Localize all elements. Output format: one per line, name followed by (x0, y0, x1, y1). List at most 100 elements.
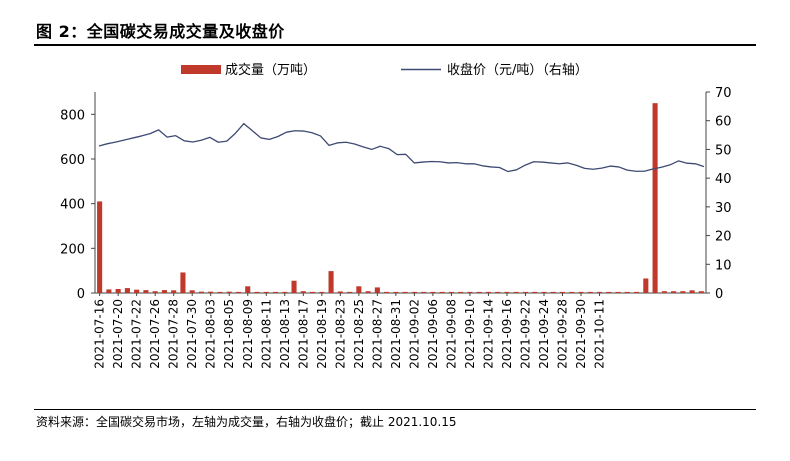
x-tick-label: 2021-09-24 (537, 299, 551, 369)
volume-bar (328, 271, 334, 293)
volume-bar (587, 291, 593, 293)
x-tick-label: 2021-09-06 (426, 299, 440, 369)
volume-bar (384, 291, 390, 293)
volume-bar (254, 291, 260, 293)
price-line-path (98, 122, 705, 173)
x-tick-label: 2021-07-22 (130, 299, 144, 369)
volume-bar (485, 291, 491, 293)
y-right-tick-label: 10 (715, 258, 732, 273)
volume-bar (198, 291, 205, 293)
x-tick-label: 2021-09-08 (444, 299, 458, 369)
x-tick-label: 2021-09-22 (518, 299, 532, 369)
volume-bar (671, 291, 677, 293)
volume-bar (143, 290, 149, 293)
x-tick-label: 2021-09-10 (463, 299, 477, 369)
volume-bar (124, 288, 130, 293)
title-rule (34, 44, 756, 46)
volume-bar (217, 291, 223, 293)
volume-bar (282, 291, 288, 293)
volume-bars (97, 103, 704, 293)
y-left-tick-label: 400 (60, 198, 85, 213)
figure-title: 图 2：全国碳交易成交量及收盘价 (36, 22, 285, 41)
volume-bar (698, 291, 704, 293)
legend-bar-label: 成交量（万吨） (225, 62, 316, 78)
volume-bar (365, 291, 371, 293)
price-line (98, 122, 705, 173)
volume-bar (476, 291, 482, 293)
y-right-tick-label: 0 (715, 287, 723, 302)
legend-bar-swatch (181, 65, 221, 74)
volume-bar (504, 291, 510, 293)
volume-bar (134, 289, 140, 293)
volume-bar (402, 291, 408, 293)
volume-bar (374, 287, 380, 293)
x-tick-label: 2021-07-28 (167, 299, 181, 369)
volume-bar (97, 201, 103, 293)
volume-bar (689, 290, 695, 293)
volume-bar (606, 291, 612, 293)
volume-bar (532, 291, 538, 293)
y-right-tick-label: 40 (715, 172, 732, 187)
x-tick-label: 2021-09-02 (407, 299, 421, 369)
volume-bar (448, 291, 454, 293)
y-right-tick-label: 50 (715, 143, 732, 158)
volume-bar (439, 291, 445, 293)
volume-bar (522, 291, 529, 293)
x-tick-label: 2021-07-30 (185, 299, 199, 369)
x-tick-label: 2021-08-17 (296, 299, 310, 369)
volume-bar (643, 278, 649, 293)
y-left-tick-label: 600 (60, 153, 85, 168)
volume-bar (550, 291, 556, 293)
volume-bar (615, 291, 621, 293)
x-tick-label: 2021-07-16 (93, 299, 107, 369)
x-tick-label: 2021-08-13 (278, 299, 292, 369)
volume-bar (291, 280, 297, 293)
volume-bar (356, 286, 362, 293)
volume-bar (680, 291, 686, 293)
volume-bar (300, 291, 306, 293)
x-tick-label: 2021-09-30 (574, 299, 588, 369)
volume-bar (171, 290, 177, 293)
volume-bar (559, 291, 566, 293)
volume-bar (106, 289, 112, 293)
x-tick-label: 2021-08-11 (259, 299, 273, 369)
y-right-tick-label: 20 (715, 230, 732, 245)
volume-bar (634, 291, 640, 293)
x-tick-label: 2021-08-27 (370, 299, 384, 369)
x-tick-label: 2021-08-03 (204, 299, 218, 369)
legend-line-label: 收盘价（元/吨）（右轴） (447, 62, 588, 78)
volume-bar (596, 291, 603, 293)
volume-bar (661, 291, 667, 293)
x-tick-label: 2021-10-11 (593, 299, 607, 369)
volume-bar (467, 291, 473, 293)
volume-bar (541, 291, 547, 293)
y-left-tick-label: 200 (60, 242, 85, 257)
y-left-tick-label: 0 (77, 287, 85, 302)
volume-bar (152, 291, 158, 293)
volume-bar (180, 272, 186, 293)
source-rule (34, 409, 756, 410)
x-tick-label: 2021-08-19 (315, 299, 329, 369)
volume-bar (421, 291, 427, 293)
x-tick-label: 2021-09-14 (481, 299, 495, 369)
y-right-tick-label: 60 (715, 115, 732, 130)
volume-bar (208, 291, 214, 293)
volume-bar (235, 291, 242, 293)
volume-bar (430, 291, 436, 293)
volume-bar (310, 291, 316, 293)
volume-bar (263, 291, 269, 293)
volume-bar (411, 291, 417, 293)
volume-bar (652, 103, 658, 293)
y-right-tick-label: 70 (715, 86, 732, 101)
volume-bar (115, 288, 121, 293)
volume-bar (245, 286, 251, 293)
volume-bar (189, 290, 195, 293)
volume-bar (393, 291, 399, 293)
x-tick-label: 2021-08-31 (389, 299, 403, 369)
x-tick-labels: 2021-07-16 2021-07-20 2021-07-22 2021-07-26… (93, 293, 607, 369)
x-tick-label: 2021-07-26 (148, 299, 162, 369)
source-note: 资料来源：全国碳交易市场，左轴为成交量，右轴为收盘价；截止 2021.10.15 (36, 415, 457, 429)
x-tick-label: 2021-07-20 (111, 299, 125, 369)
x-tick-label: 2021-08-05 (222, 299, 236, 369)
axes: 0 200 400 600 800 0 10 20 30 40 50 60 70 (60, 86, 731, 302)
